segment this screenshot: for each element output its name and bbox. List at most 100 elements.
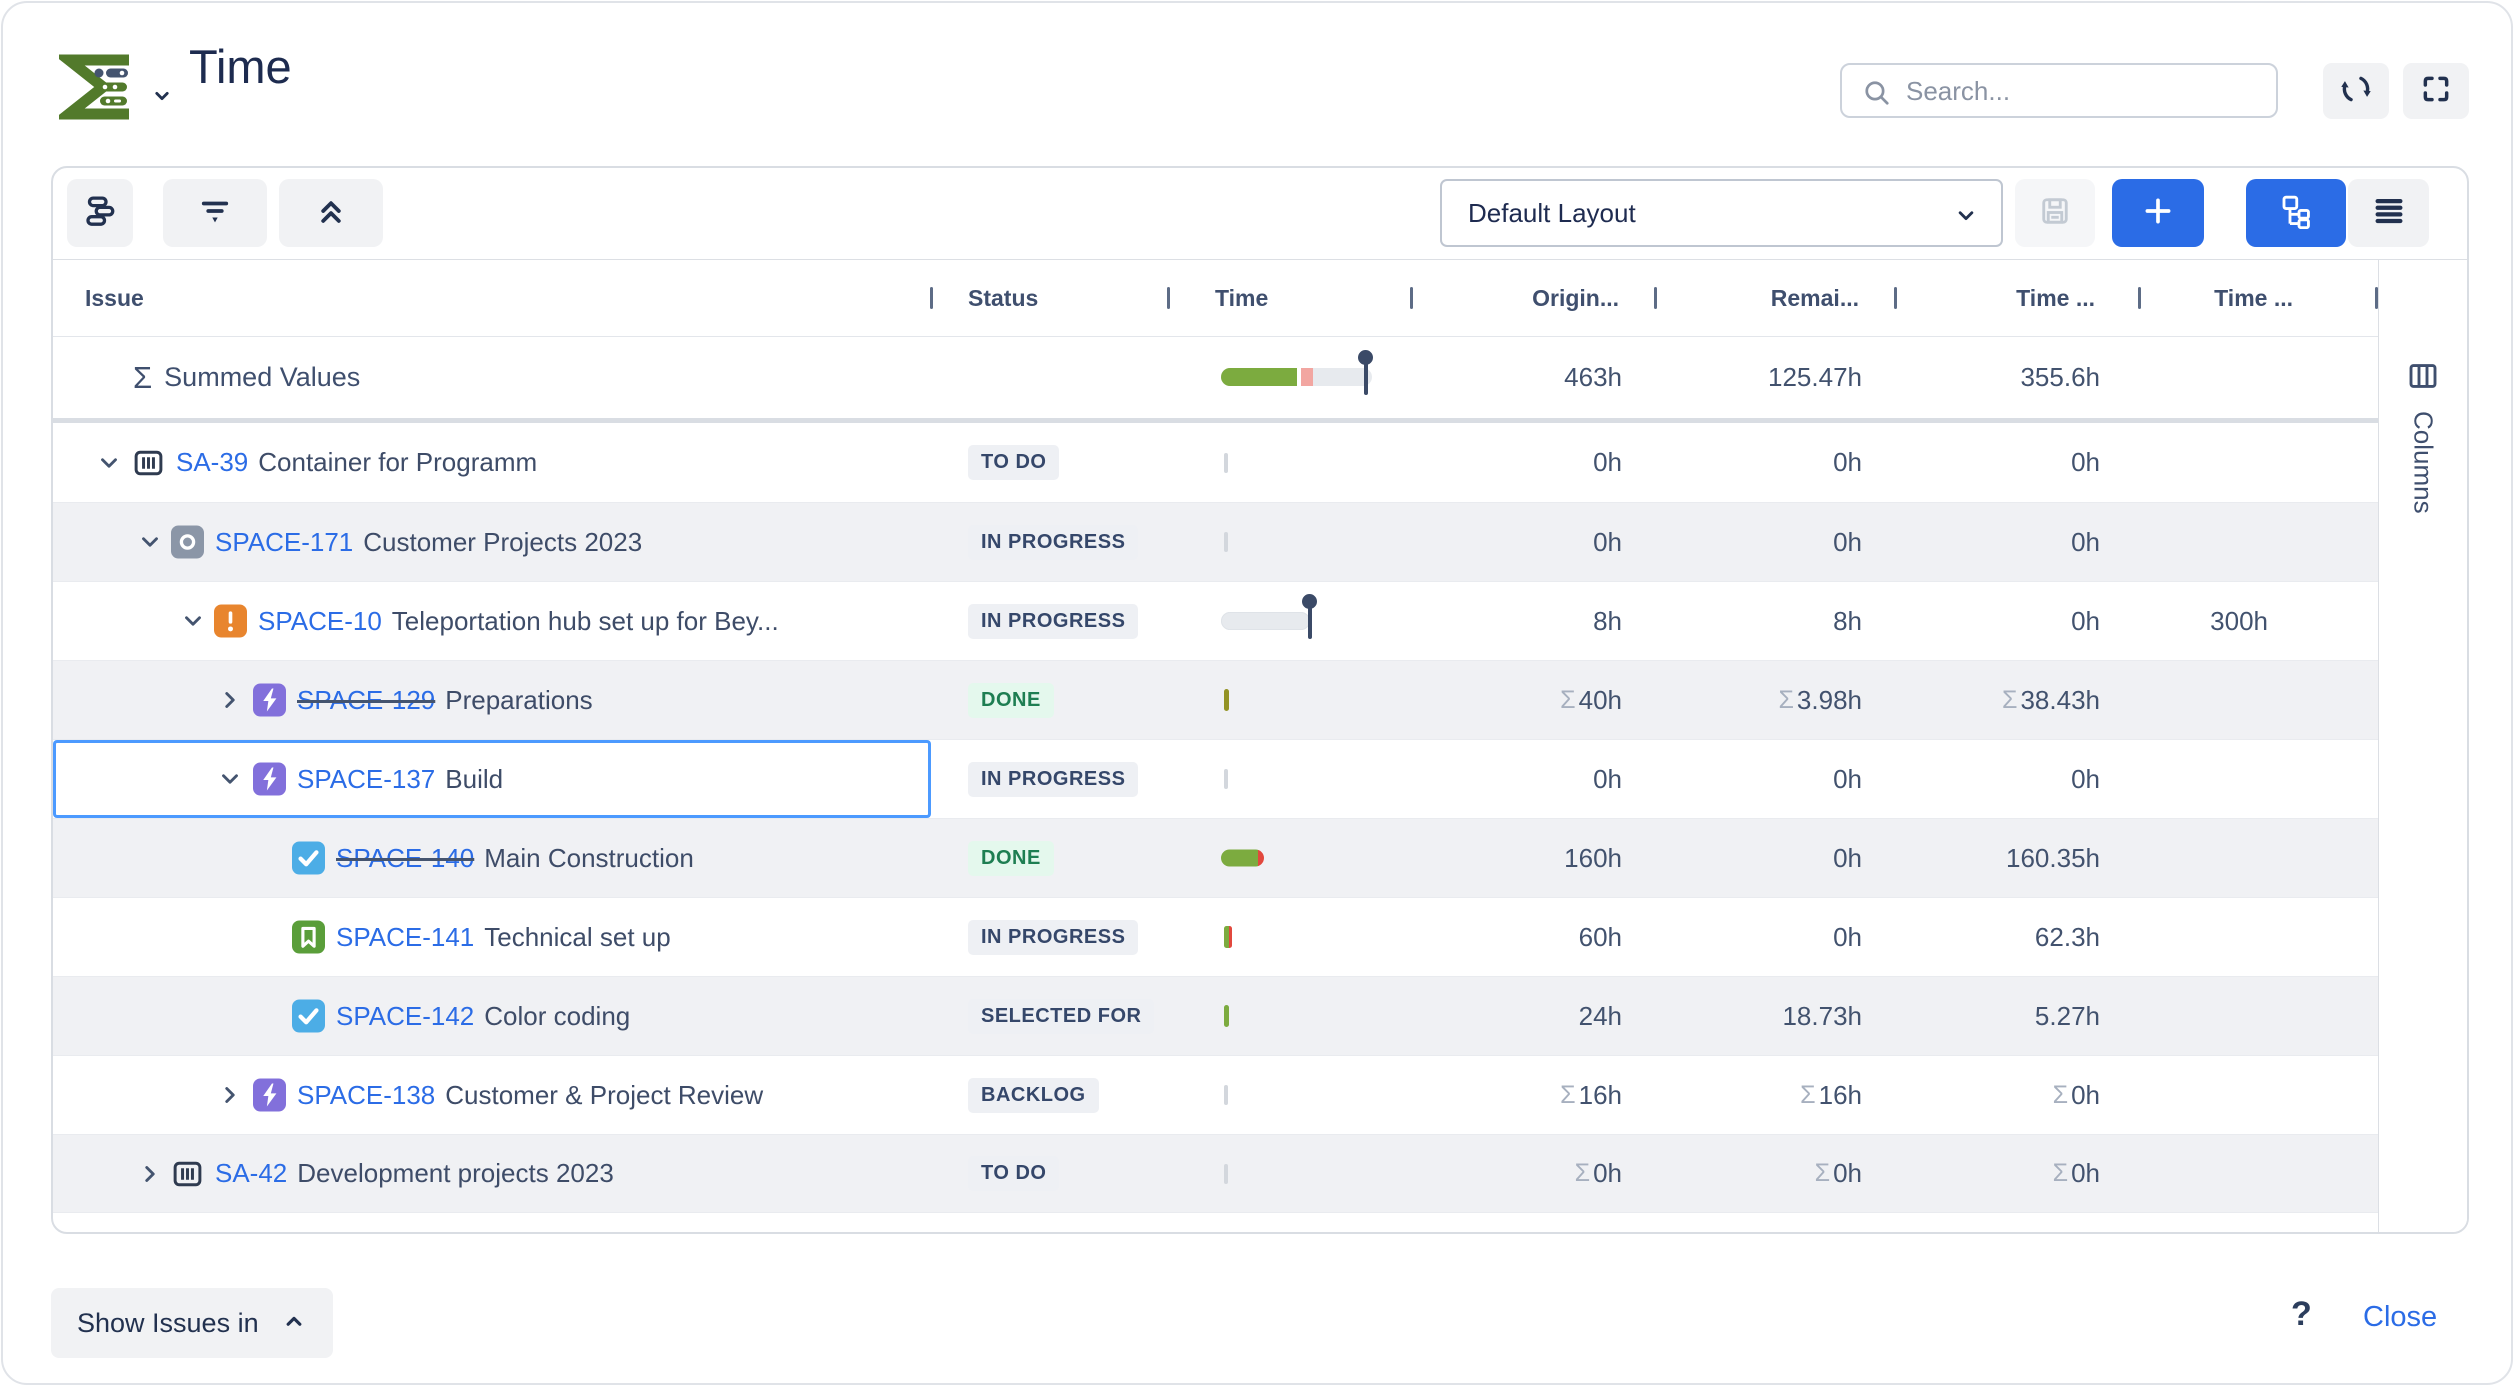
column-resize-handle[interactable] [1167, 287, 1170, 309]
column-header-issue[interactable]: Issue [53, 260, 931, 336]
help-icon[interactable]: ? [2291, 1295, 2312, 1333]
table-row[interactable]: SPACE-10 Teleportation hub set up for Bey… [53, 581, 2378, 660]
list-view-button[interactable] [2348, 179, 2429, 247]
issue-summary: Container for Programm [258, 447, 538, 477]
table-row[interactable]: SA-39 Container for Programm TO DO 0h 0h 0h [53, 423, 2378, 502]
table-row[interactable]: SPACE-137 Build IN PROGRESS 0h 0h 0h [53, 739, 2378, 818]
time-cell [1168, 582, 1411, 660]
issue-cell[interactable]: SPACE-140 Main Construction [53, 819, 931, 897]
table-row[interactable]: SPACE-171 Customer Projects 2023 IN PROGRE… [53, 502, 2378, 581]
issue-cell[interactable]: SPACE-10 Teleportation hub set up for Bey… [53, 582, 931, 660]
container-icon [132, 446, 165, 479]
original-estimate-value-text: 0h [1593, 1158, 1622, 1188]
remaining-estimate-value: 0h [1655, 740, 1895, 818]
remaining-estimate-value: 0h [1655, 423, 1895, 502]
issue-key-link[interactable]: SPACE-171 [215, 526, 354, 557]
time-cell [1168, 740, 1411, 818]
remaining-estimate-value: 8h [1655, 582, 1895, 660]
column-header-time[interactable]: Time ... [2138, 260, 2378, 336]
time-spent-value-text: 0h [2071, 447, 2100, 477]
fullscreen-button[interactable] [2403, 63, 2469, 119]
time-spent-value: 0h [1895, 423, 2139, 502]
sum-sigma-icon: Σ [1574, 1159, 1591, 1187]
issue-key-link[interactable]: SA-39 [176, 447, 249, 477]
table-row[interactable]: SPACE-140 Main Construction DONE 160h 0h 160.… [53, 818, 2378, 897]
issue-cell[interactable]: SPACE-142 Color coding [53, 977, 931, 1055]
column-resize-handle[interactable] [2138, 287, 2141, 309]
issue-key-link[interactable]: SPACE-137 [297, 763, 436, 794]
remaining-estimate-value-text: 0h [1833, 1158, 1862, 1188]
column-resize-handle[interactable] [1894, 287, 1897, 309]
columns-panel-tab[interactable]: Columns [2378, 260, 2467, 1232]
issue-key-link[interactable]: SPACE-141 [336, 921, 475, 952]
close-link[interactable]: Close [2363, 1301, 2438, 1333]
issue-cell[interactable]: SA-39 Container for Programm [53, 423, 931, 502]
issue-key-link[interactable]: SPACE-142 [336, 1000, 475, 1031]
original-estimate-value: 0h [1411, 423, 1655, 502]
issue-cell[interactable]: SA-42 Development projects 2023 [53, 1135, 931, 1212]
column-resize-handle[interactable] [1654, 287, 1657, 309]
search-box[interactable] [1840, 63, 2278, 118]
table-row[interactable]: SPACE-129 Preparations DONE Σ 40h Σ 3.98h Σ 38.4… [53, 660, 2378, 739]
collapse-all-button[interactable] [279, 179, 383, 247]
status-cell: SELECTED FOR [931, 977, 1168, 1055]
column-resize-handle[interactable] [1410, 287, 1413, 309]
time-cell [1168, 661, 1411, 739]
issue-key-link[interactable]: SPACE-10 [258, 605, 382, 636]
row-chevron-down-icon[interactable] [217, 766, 243, 792]
issue-key-link[interactable]: SPACE-138 [297, 1079, 436, 1110]
column-header-time[interactable]: Time ... [1894, 260, 2139, 336]
refresh-button[interactable] [2323, 63, 2389, 119]
table-row[interactable]: SPACE-141 Technical set up IN PROGRESS 60h 0… [53, 897, 2378, 976]
table-row[interactable]: SA-42 Development projects 2023 TO DO Σ 0h Σ 0… [53, 1134, 2378, 1213]
hierarchy-view-button[interactable] [2246, 179, 2346, 247]
sum-sigma-icon: Σ [1800, 1080, 1816, 1109]
issue-cell[interactable]: SPACE-129 Preparations [53, 661, 931, 739]
column-header-label: Remai... [1770, 284, 1859, 311]
table-row[interactable]: SPACE-142 Color coding SELECTED FOR 24h 18.7… [53, 976, 2378, 1055]
issue-cell[interactable]: SPACE-138 Customer & Project Review [53, 1056, 931, 1134]
remaining-estimate-value-text: 8h [1833, 605, 1862, 636]
original-estimate-value: 8h [1411, 582, 1655, 660]
issue-summary: Customer Projects 2023 [363, 526, 643, 557]
summary-row: Σ Summed Values 463h 125.47h 355.6h [53, 337, 2378, 418]
time-spent-value-text: 0h [2071, 1079, 2100, 1110]
row-chevron-right-icon[interactable] [217, 687, 243, 713]
issue-key-link[interactable]: SA-42 [215, 1158, 288, 1188]
row-chevron-down-icon[interactable] [137, 529, 163, 555]
column-header-label: Origin... [1532, 284, 1619, 311]
row-chevron-right-icon[interactable] [137, 1161, 163, 1187]
issue-summary: Main Construction [484, 842, 694, 873]
layout-selector[interactable]: Default Layout [1440, 179, 2003, 247]
column-header-origin[interactable]: Origin... [1410, 260, 1655, 336]
issue-cell[interactable]: SPACE-141 Technical set up [53, 898, 931, 976]
add-button[interactable] [2112, 179, 2204, 247]
issue-key-link[interactable]: SPACE-140 [336, 842, 475, 873]
column-resize-handle[interactable] [930, 287, 933, 309]
group-by-button[interactable] [67, 179, 133, 247]
show-issues-button[interactable]: Show Issues in [51, 1288, 333, 1358]
issue-cell[interactable]: SPACE-171 Customer Projects 2023 [53, 503, 931, 581]
row-chevron-down-icon[interactable] [180, 608, 206, 634]
search-input[interactable] [1904, 65, 2268, 118]
logo-menu-chevron-down-icon[interactable] [149, 83, 175, 109]
issue-key-link[interactable]: SPACE-129 [297, 684, 436, 715]
table-row[interactable]: SPACE-138 Customer & Project Review BACKLO… [53, 1055, 2378, 1134]
task-icon [292, 999, 325, 1033]
time-indicator [1224, 1005, 1229, 1027]
row-chevron-right-icon[interactable] [217, 1082, 243, 1108]
issue-cell[interactable]: SPACE-137 Build [53, 740, 931, 818]
issue-summary: Teleportation hub set up for Bey... [391, 605, 779, 636]
group-icon [82, 193, 118, 234]
save-icon [2037, 193, 2073, 234]
column-header-time[interactable]: Time [1167, 260, 1411, 336]
save-layout-button[interactable] [2015, 179, 2095, 247]
column-header-remai[interactable]: Remai... [1654, 260, 1895, 336]
column-resize-handle[interactable] [2375, 287, 2378, 309]
filter-button[interactable] [163, 179, 267, 247]
column-header-status[interactable]: Status [930, 260, 1168, 336]
status-badge: DONE [968, 840, 1054, 876]
row-chevron-down-icon[interactable] [96, 450, 122, 476]
status-cell: DONE [931, 661, 1168, 739]
